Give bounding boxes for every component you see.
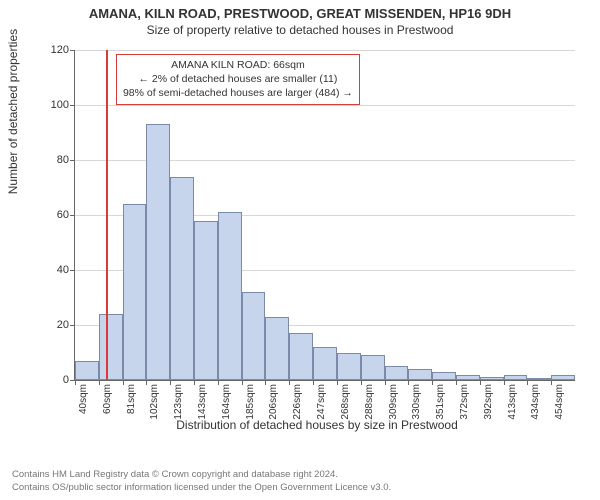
- histogram-bar: [170, 177, 194, 381]
- histogram-bar: [218, 212, 242, 380]
- x-tick-label: 81sqm: [126, 384, 137, 414]
- callout-line: 98% of semi-detached houses are larger (…: [123, 86, 353, 100]
- x-tick-mark: [504, 380, 505, 385]
- x-tick-mark: [337, 380, 338, 385]
- x-tick-mark: [527, 380, 528, 385]
- x-tick-mark: [170, 380, 171, 385]
- x-tick-label: 268sqm: [340, 384, 351, 420]
- y-tick-mark: [70, 160, 75, 161]
- footer-line-2: Contains OS/public sector information li…: [12, 482, 588, 494]
- x-tick-label: 185sqm: [245, 384, 256, 420]
- x-tick-label: 330sqm: [411, 384, 422, 420]
- x-tick-mark: [480, 380, 481, 385]
- histogram-bar: [361, 355, 385, 380]
- y-tick-label: 100: [51, 99, 69, 111]
- callout-line: AMANA KILN ROAD: 66sqm: [123, 58, 353, 72]
- x-tick-label: 40sqm: [78, 384, 89, 414]
- x-tick-mark: [551, 380, 552, 385]
- histogram-bar: [408, 369, 432, 380]
- histogram-bar: [385, 366, 409, 380]
- chart-title-block: AMANA, KILN ROAD, PRESTWOOD, GREAT MISSE…: [0, 0, 600, 37]
- histogram-bar: [527, 378, 551, 380]
- x-tick-mark: [289, 380, 290, 385]
- chart-title-main: AMANA, KILN ROAD, PRESTWOOD, GREAT MISSE…: [0, 6, 600, 21]
- x-tick-label: 434sqm: [530, 384, 541, 420]
- x-tick-label: 102sqm: [149, 384, 160, 420]
- x-tick-label: 247sqm: [316, 384, 327, 420]
- x-tick-label: 226sqm: [292, 384, 303, 420]
- x-tick-mark: [265, 380, 266, 385]
- chart-title-sub: Size of property relative to detached ho…: [0, 23, 600, 37]
- gridline: [75, 50, 575, 51]
- histogram-bar: [432, 372, 456, 380]
- y-tick-mark: [70, 50, 75, 51]
- histogram-bar: [313, 347, 337, 380]
- histogram-bar: [265, 317, 289, 380]
- x-tick-mark: [99, 380, 100, 385]
- x-tick-mark: [218, 380, 219, 385]
- x-tick-mark: [194, 380, 195, 385]
- x-tick-mark: [313, 380, 314, 385]
- y-tick-mark: [70, 270, 75, 271]
- gridline: [75, 105, 575, 106]
- x-tick-mark: [123, 380, 124, 385]
- x-tick-label: 60sqm: [102, 384, 113, 414]
- x-tick-mark: [408, 380, 409, 385]
- x-tick-mark: [242, 380, 243, 385]
- histogram-bar: [99, 314, 123, 380]
- x-tick-label: 392sqm: [483, 384, 494, 420]
- histogram-bar: [289, 333, 313, 380]
- x-tick-label: 123sqm: [173, 384, 184, 420]
- x-tick-label: 372sqm: [459, 384, 470, 420]
- property-marker-line: [106, 50, 108, 380]
- y-tick-label: 0: [63, 374, 69, 386]
- histogram-bar: [242, 292, 266, 380]
- property-callout: AMANA KILN ROAD: 66sqm← 2% of detached h…: [116, 54, 360, 105]
- x-tick-label: 351sqm: [435, 384, 446, 420]
- x-axis-label: Distribution of detached houses by size …: [50, 418, 584, 432]
- callout-line: ← 2% of detached houses are smaller (11): [123, 72, 353, 86]
- histogram-bar: [480, 377, 504, 380]
- histogram-bar: [123, 204, 147, 380]
- y-tick-label: 60: [57, 209, 69, 221]
- x-tick-mark: [385, 380, 386, 385]
- y-tick-mark: [70, 105, 75, 106]
- footer-line-1: Contains HM Land Registry data © Crown c…: [12, 469, 588, 481]
- x-tick-mark: [361, 380, 362, 385]
- x-tick-mark: [432, 380, 433, 385]
- footer-attribution: Contains HM Land Registry data © Crown c…: [12, 469, 588, 494]
- x-tick-label: 288sqm: [364, 384, 375, 420]
- x-tick-label: 206sqm: [268, 384, 279, 420]
- y-tick-mark: [70, 325, 75, 326]
- x-tick-label: 309sqm: [388, 384, 399, 420]
- y-tick-label: 120: [51, 44, 69, 56]
- y-tick-label: 40: [57, 264, 69, 276]
- histogram-bar: [456, 375, 480, 381]
- x-tick-label: 413sqm: [507, 384, 518, 420]
- histogram-bar: [146, 124, 170, 380]
- histogram-bar: [337, 353, 361, 381]
- y-axis-label: Number of detached properties: [6, 29, 20, 194]
- x-tick-label: 454sqm: [554, 384, 565, 420]
- histogram-bar: [75, 361, 99, 380]
- histogram-bar: [194, 221, 218, 381]
- histogram-bar: [551, 375, 575, 381]
- y-tick-mark: [70, 215, 75, 216]
- histogram-bar: [504, 375, 528, 381]
- x-tick-mark: [456, 380, 457, 385]
- x-tick-mark: [146, 380, 147, 385]
- x-tick-label: 143sqm: [197, 384, 208, 420]
- chart-container: Number of detached properties 0204060801…: [50, 44, 584, 424]
- y-tick-label: 80: [57, 154, 69, 166]
- y-tick-label: 20: [57, 319, 69, 331]
- x-tick-mark: [75, 380, 76, 385]
- plot-area: 02040608010012040sqm60sqm81sqm102sqm123s…: [74, 50, 575, 381]
- x-tick-label: 164sqm: [221, 384, 232, 420]
